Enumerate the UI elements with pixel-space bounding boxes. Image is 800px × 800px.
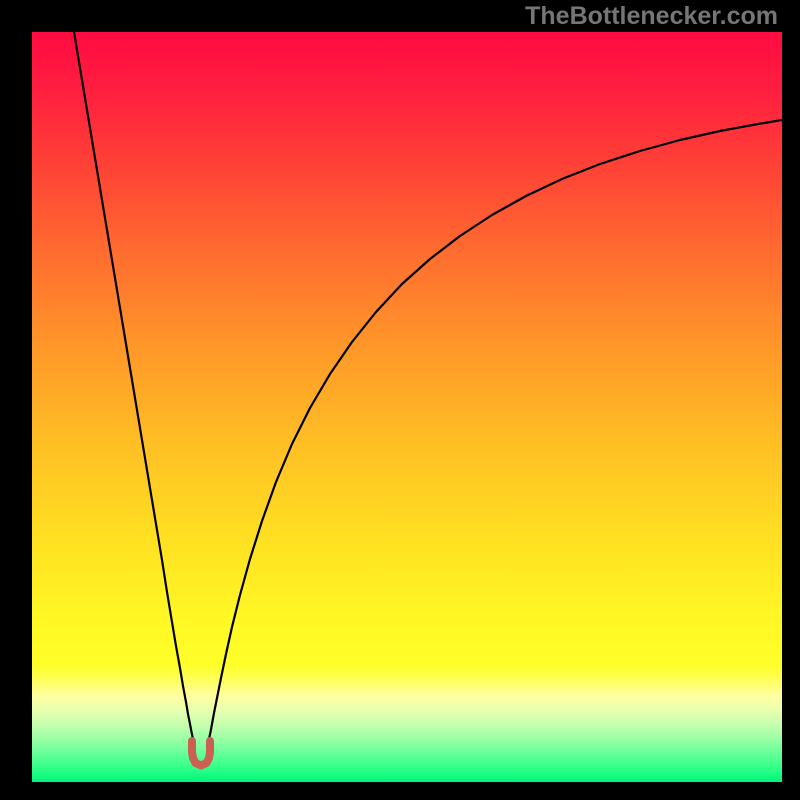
gradient-background <box>32 32 782 782</box>
plot-svg <box>32 32 782 782</box>
chart-canvas: TheBottlenecker.com <box>0 0 800 800</box>
plot-area <box>32 32 782 782</box>
border-bottom <box>0 782 800 800</box>
border-right <box>782 0 800 800</box>
border-left <box>0 0 32 800</box>
watermark-text: TheBottlenecker.com <box>525 2 778 31</box>
